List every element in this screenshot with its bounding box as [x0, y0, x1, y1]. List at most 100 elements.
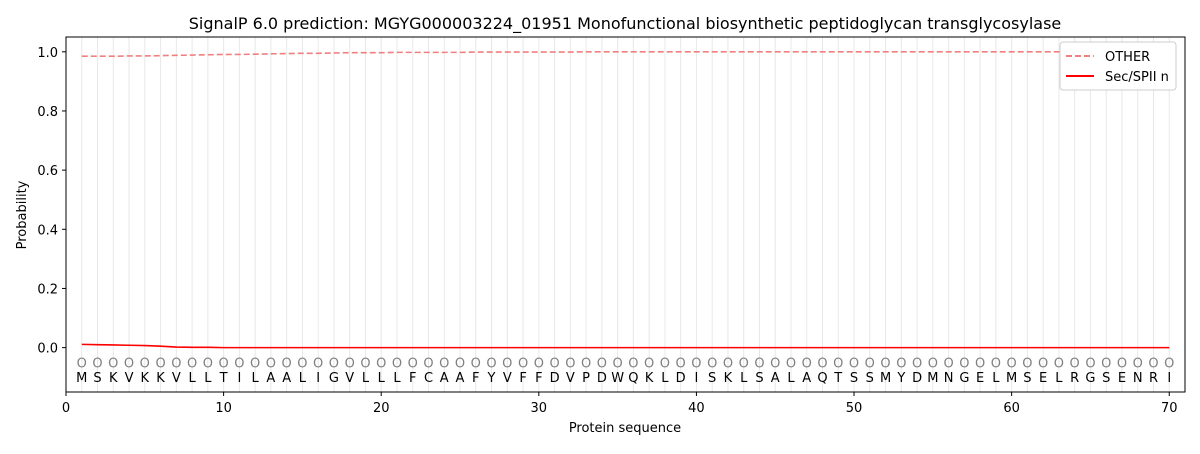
- residue-letter: S: [866, 371, 874, 386]
- residue-letter: V: [566, 371, 575, 386]
- x-tick-label: 0: [62, 401, 70, 416]
- prediction-label: O: [1054, 356, 1064, 371]
- residue-letter: I: [316, 371, 320, 386]
- residue-letter: D: [676, 371, 686, 386]
- residue-letter: G: [1085, 371, 1095, 386]
- prediction-label: O: [92, 356, 102, 371]
- residue-letter: S: [755, 371, 763, 386]
- prediction-label: O: [754, 356, 764, 371]
- series-lines: [81, 50, 1170, 349]
- prediction-label: O: [408, 356, 418, 371]
- prediction-label: O: [218, 356, 228, 371]
- residue-letter: I: [1167, 371, 1171, 386]
- y-tick-label: 1.0: [37, 46, 58, 61]
- prediction-label: O: [1117, 356, 1127, 371]
- residue-letter: E: [976, 371, 984, 386]
- residue-letter: V: [345, 371, 354, 386]
- residue-letter: G: [329, 371, 339, 386]
- prediction-label: O: [1148, 356, 1158, 371]
- prediction-label: O: [486, 356, 496, 371]
- residue-letter: L: [787, 371, 795, 386]
- prediction-label: O: [392, 356, 402, 371]
- residue-letter: K: [156, 371, 165, 386]
- residue-letter: G: [959, 371, 969, 386]
- residue-letter: L: [740, 371, 748, 386]
- prediction-label: O: [565, 356, 575, 371]
- prediction-label: O: [817, 356, 827, 371]
- residue-letter: L: [299, 371, 307, 386]
- prediction-label: O: [534, 356, 544, 371]
- residue-letter: L: [378, 371, 386, 386]
- prediction-label: O: [865, 356, 875, 371]
- residue-letter: E: [1039, 371, 1047, 386]
- residue-letter: N: [1133, 371, 1143, 386]
- prediction-label: O: [833, 356, 843, 371]
- legend: OTHER Sec/SPII n: [1059, 41, 1177, 91]
- residue-letter: M: [927, 371, 938, 386]
- residue-letter: C: [424, 371, 433, 386]
- prediction-label: O: [155, 356, 165, 371]
- residue-markers: OMOSOKOVOKOKOVOLOLOTOIOLOAOAOLOIOGOVOLOL…: [76, 356, 1174, 386]
- residue-letter: Y: [896, 371, 905, 386]
- prediction-label: O: [313, 356, 323, 371]
- residue-letter: D: [550, 371, 560, 386]
- prediction-label: O: [1038, 356, 1048, 371]
- prediction-label: O: [896, 356, 906, 371]
- prediction-label: O: [691, 356, 701, 371]
- residue-letter: D: [597, 371, 607, 386]
- residue-letter: L: [992, 371, 1000, 386]
- residue-letter: S: [1102, 371, 1110, 386]
- residue-letter: S: [1023, 371, 1031, 386]
- prediction-label: O: [345, 356, 355, 371]
- residue-letter: P: [582, 371, 590, 386]
- prediction-label: O: [613, 356, 623, 371]
- prediction-label: O: [203, 356, 213, 371]
- residue-letter: A: [282, 371, 291, 386]
- residue-letter: S: [93, 371, 101, 386]
- residue-letter: M: [1006, 371, 1017, 386]
- plot-frame: [65, 36, 1186, 393]
- prediction-label: O: [140, 356, 150, 371]
- prediction-label: O: [1133, 356, 1143, 371]
- y-tick-label: 0.0: [37, 342, 58, 357]
- residue-letter: L: [204, 371, 212, 386]
- x-tick-label: 70: [1161, 401, 1178, 416]
- prediction-label: O: [124, 356, 134, 371]
- y-tick-label: 0.6: [37, 164, 58, 179]
- y-tick-label: 0.2: [37, 282, 58, 297]
- residue-letter: A: [456, 371, 465, 386]
- prediction-label: O: [849, 356, 859, 371]
- prediction-label: O: [880, 356, 890, 371]
- residue-letter: F: [472, 371, 479, 386]
- prediction-label: O: [329, 356, 339, 371]
- residue-letter: V: [172, 371, 181, 386]
- prediction-label: O: [282, 356, 292, 371]
- y-axis-label: Probability: [15, 180, 30, 249]
- residue-letter: S: [850, 371, 858, 386]
- prediction-label: O: [1085, 356, 1095, 371]
- residue-letter: M: [880, 371, 891, 386]
- axes: 0 10 20 30 40 50 60 70 0.0 0.2 0.4 0.6 0.8 1.0: [37, 36, 1186, 416]
- residue-letter: F: [519, 371, 526, 386]
- residue-letter: A: [771, 371, 780, 386]
- residue-letter: V: [125, 371, 134, 386]
- chart-title: SignalP 6.0 prediction: MGYG000003224_01…: [189, 14, 1062, 34]
- prediction-label: O: [581, 356, 591, 371]
- y-tick-label: 0.4: [37, 223, 58, 238]
- residue-letter: A: [440, 371, 449, 386]
- prediction-label: O: [455, 356, 465, 371]
- prediction-label: O: [975, 356, 985, 371]
- residue-letter: V: [503, 371, 512, 386]
- residue-letter: M: [76, 371, 87, 386]
- residue-letter: R: [1149, 371, 1158, 386]
- prediction-label: O: [660, 356, 670, 371]
- prediction-label: O: [739, 356, 749, 371]
- prediction-label: O: [360, 356, 370, 371]
- prediction-label: O: [676, 356, 686, 371]
- residue-letter: F: [409, 371, 416, 386]
- prediction-label: O: [423, 356, 433, 371]
- prediction-label: O: [991, 356, 1001, 371]
- series-line-other: [81, 50, 1170, 58]
- x-tick-label: 20: [373, 401, 390, 416]
- prediction-label: O: [171, 356, 181, 371]
